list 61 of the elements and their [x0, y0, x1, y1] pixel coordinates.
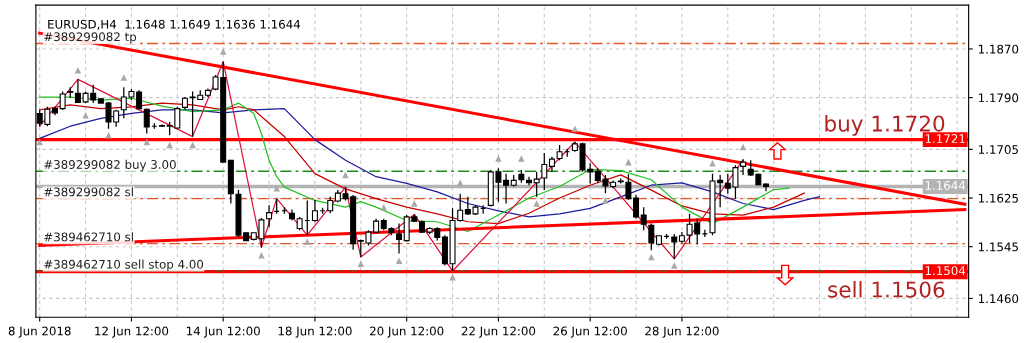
ref-line-label: #389299082 sl — [44, 187, 133, 197]
text: EURUSD,H4 1.1648 1.1649 1.1636 1.1644 — [48, 19, 301, 30]
candlestick — [648, 222, 655, 251]
annotation: sell 1.1506 — [828, 281, 945, 298]
candlestick — [671, 233, 678, 260]
ref-line-label: #389462710 sell stop 4.00 — [44, 259, 204, 272]
point — [533, 200, 540, 207]
y-tick-label: 1.1790 — [978, 93, 1019, 103]
point — [739, 143, 747, 151]
candlestick — [640, 206, 647, 231]
candlestick — [633, 194, 640, 220]
point — [671, 262, 678, 269]
point — [219, 48, 227, 55]
point — [82, 112, 89, 119]
point — [304, 238, 311, 246]
candlestick — [740, 159, 747, 176]
ref-line-label: 1.1644 — [925, 180, 966, 190]
point — [273, 185, 280, 192]
point — [380, 203, 387, 211]
candlestick — [266, 204, 273, 228]
point — [36, 138, 43, 146]
candlestick — [59, 90, 66, 111]
x-tick-label: 20 Jun 12:00 — [370, 326, 444, 338]
x-tick-label: 12 Jun 12:00 — [95, 326, 169, 338]
point — [411, 200, 418, 207]
ref-line-label: #389299082 buy 3.00 — [44, 159, 176, 172]
candlestick — [625, 173, 632, 201]
ref-line-label: 1.1721 — [925, 134, 965, 143]
point — [518, 155, 525, 162]
point — [456, 179, 464, 187]
point — [709, 160, 716, 167]
point — [395, 257, 403, 264]
point — [120, 74, 128, 81]
x-tick-label: 18 Jun 12:00 — [278, 326, 352, 338]
candlestick — [143, 107, 150, 135]
candlestick — [541, 152, 548, 191]
point — [648, 253, 655, 261]
x-tick-label: 22 Jun 12:00 — [461, 326, 536, 338]
ref-line-label: #389299082 tp — [44, 32, 137, 44]
y-tick-label: 1.1460 — [978, 294, 1019, 304]
y-tick-label: 1.1870 — [978, 44, 1019, 54]
candlestick — [701, 229, 708, 238]
x-tick-label: 26 Jun 12:00 — [553, 326, 627, 338]
y-tick-label: 1.1545 — [978, 242, 1018, 252]
point — [357, 260, 365, 267]
point — [143, 138, 150, 146]
candlestick — [526, 176, 533, 186]
x-tick-label: 8 Jun 2018 — [8, 326, 71, 338]
candlestick — [311, 199, 318, 223]
candlestick — [396, 222, 403, 255]
point — [105, 132, 112, 139]
point — [74, 66, 82, 74]
x-tick-label: 28 Jun 12:00 — [645, 326, 719, 338]
point — [495, 155, 502, 162]
ref-line-label: 1.1504 — [925, 266, 966, 276]
point — [571, 125, 579, 132]
x-tick-label: 14 Jun 12:00 — [186, 326, 260, 338]
ref-line-label: #389462710 sl — [44, 232, 133, 242]
point — [602, 197, 609, 204]
y-tick-label: 1.1625 — [978, 193, 1018, 203]
y-tick-label: 1.1705 — [978, 145, 1018, 154]
